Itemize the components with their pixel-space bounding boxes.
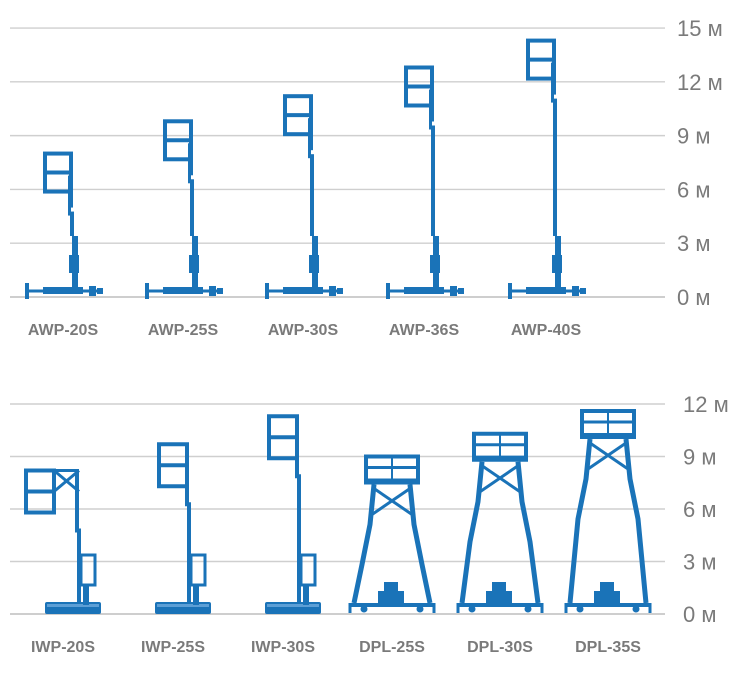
axis-tick: 12 м	[677, 70, 723, 95]
axis-tick: 15 м	[677, 16, 723, 41]
model-label: IWP-25S	[141, 639, 205, 656]
axis-tick: 12 м	[683, 392, 729, 417]
axis-tick: 6 м	[683, 497, 716, 522]
axis-tick: 9 м	[677, 124, 710, 149]
model-label: DPL-25S	[359, 639, 425, 656]
iwp-dpl-chart-svg: 12 м 9 м 6 м 3 м 0 м IWP-20S IWP-25S IWP-30S DPL…	[10, 392, 729, 656]
machine-dpl-30s	[456, 431, 544, 613]
axis-tick: 3 м	[683, 550, 716, 575]
machine-iwp-20s	[24, 468, 101, 614]
machine-iwp-30s	[265, 414, 321, 614]
model-label: AWP-25S	[148, 322, 219, 339]
machine-awp-30s	[265, 94, 343, 299]
axis-tick: 3 м	[677, 231, 710, 256]
model-label: IWP-20S	[31, 639, 95, 656]
model-label: AWP-40S	[511, 322, 582, 339]
axis-tick: 6 м	[677, 177, 710, 202]
iwp-dpl-height-comparison: 12 м 9 м 6 м 3 м 0 м IWP-20S IWP-25S IWP-30S DPL…	[0, 355, 747, 679]
model-label: IWP-30S	[251, 639, 315, 656]
machine-iwp-25s	[155, 442, 211, 614]
machine-dpl-25s	[348, 454, 436, 613]
machine-awp-40s	[508, 38, 586, 299]
model-label: AWP-30S	[268, 322, 339, 339]
machine-awp-25s	[145, 119, 223, 299]
awp-chart-svg: 15 м 12 м 9 м 6 м 3 м 0 м AWP-20S AWP-25S AWP-30…	[10, 16, 723, 339]
machine-awp-20s	[25, 151, 103, 299]
axis-tick: 9 м	[683, 445, 716, 470]
axis-tick: 0 м	[683, 602, 716, 627]
model-label: DPL-35S	[575, 639, 641, 656]
model-label: DPL-30S	[467, 639, 533, 656]
machine-dpl-35s	[564, 409, 652, 613]
machine-awp-36s	[386, 65, 464, 299]
model-label: AWP-20S	[28, 322, 99, 339]
model-label: AWP-36S	[389, 322, 460, 339]
awp-height-comparison: 15 м 12 м 9 м 6 м 3 м 0 м AWP-20S AWP-25S AWP-30…	[10, 16, 723, 339]
axis-tick: 0 м	[677, 285, 710, 310]
